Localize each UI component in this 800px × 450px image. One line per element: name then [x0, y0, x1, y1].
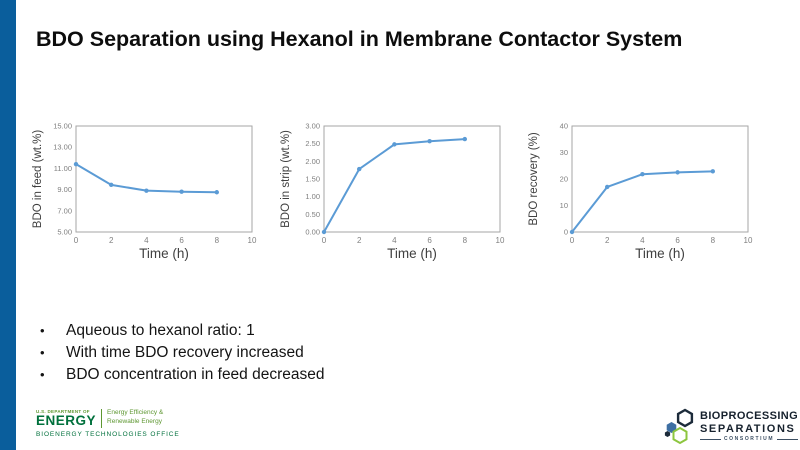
consortium-line1: BIOPROCESSING — [700, 409, 799, 422]
svg-text:15.00: 15.00 — [53, 122, 72, 131]
consortium-line3: CONSORTIUM — [723, 436, 775, 443]
svg-text:Time (h): Time (h) — [387, 246, 437, 261]
hexagons-icon — [664, 408, 694, 445]
consortium-rule-left — [700, 438, 721, 440]
charts-row: 5.00 7.00 9.00 11.00 13.00 15.00 0 2 4 6 8 10 Time (… — [30, 118, 756, 274]
svg-text:2: 2 — [357, 236, 362, 245]
svg-text:1.50: 1.50 — [305, 175, 320, 184]
svg-text:2.50: 2.50 — [305, 139, 320, 148]
svg-text:0: 0 — [564, 228, 568, 237]
svg-text:2: 2 — [109, 236, 114, 245]
svg-text:10: 10 — [560, 201, 568, 210]
svg-text:8: 8 — [463, 236, 468, 245]
svg-text:10: 10 — [496, 236, 505, 245]
bioenergy-office-text: BIOENERGY TECHNOLOGIES OFFICE — [36, 430, 180, 438]
doe-department-text: U.S. DEPARTMENT OF — [36, 409, 90, 414]
bullet-text: BDO concentration in feed decreased — [66, 366, 325, 383]
bdo-in-feed-chart: 5.00 7.00 9.00 11.00 13.00 15.00 0 2 4 6 8 10 Time (… — [32, 122, 257, 262]
consortium-line2: SEPARATIONS — [700, 422, 796, 435]
svg-text:9.00: 9.00 — [57, 185, 72, 194]
svg-text:4: 4 — [392, 236, 397, 245]
svg-text:3.00: 3.00 — [305, 122, 320, 131]
bullet-list: • Aqueous to hexanol ratio: 1 • With tim… — [40, 320, 325, 386]
doe-energy-logo: U.S. DEPARTMENT OF ENERGY Energy Efficie… — [36, 409, 180, 438]
bdo-in-strip-chart: 0.00 0.50 1.00 1.50 2.00 2.50 3.00 0 2 4 6 8 10 Time … — [280, 122, 505, 262]
svg-text:8: 8 — [215, 236, 220, 245]
svg-text:13.00: 13.00 — [53, 143, 72, 152]
bdo-recovery-chart: 0 10 20 30 40 0 2 4 6 8 10 Time (h) BDO recovery (%) — [528, 122, 753, 262]
bullet-item: • Aqueous to hexanol ratio: 1 — [40, 320, 325, 342]
svg-text:0: 0 — [570, 236, 575, 245]
bullet-item: • BDO concentration in feed decreased — [40, 364, 325, 386]
svg-text:Time (h): Time (h) — [635, 246, 685, 261]
svg-text:BDO in feed (wt.%): BDO in feed (wt.%) — [32, 130, 44, 229]
svg-text:0.00: 0.00 — [305, 228, 320, 237]
svg-text:0.50: 0.50 — [305, 210, 320, 219]
doe-eere-line2: Renewable Energy — [107, 418, 162, 426]
doe-eere-line1: Energy Efficiency & — [107, 409, 164, 417]
svg-text:6: 6 — [427, 236, 432, 245]
svg-text:20: 20 — [560, 175, 568, 184]
svg-text:40: 40 — [560, 122, 568, 131]
bioprocessing-consortium-logo: BIOPROCESSING SEPARATIONS CONSORTIUM — [662, 407, 799, 445]
svg-text:10: 10 — [248, 236, 257, 245]
doe-energy-wordmark: ENERGY — [36, 413, 97, 428]
svg-text:6: 6 — [179, 236, 184, 245]
svg-text:0: 0 — [74, 236, 79, 245]
svg-text:BDO in strip (wt.%): BDO in strip (wt.%) — [280, 130, 292, 228]
bullet-marker: • — [40, 345, 45, 360]
bullet-text: With time BDO recovery increased — [66, 344, 304, 361]
svg-text:2.00: 2.00 — [305, 157, 320, 166]
slide-title: BDO Separation using Hexanol in Membrane… — [36, 27, 683, 51]
svg-text:5.00: 5.00 — [57, 228, 72, 237]
svg-text:7.00: 7.00 — [57, 206, 72, 215]
consortium-rule-right — [777, 438, 799, 440]
svg-text:30: 30 — [560, 148, 568, 157]
bullet-item: • With time BDO recovery increased — [40, 342, 325, 364]
svg-text:1.00: 1.00 — [305, 192, 320, 201]
svg-text:Time (h): Time (h) — [139, 246, 189, 261]
bullet-marker: • — [40, 367, 45, 382]
svg-text:0: 0 — [322, 236, 327, 245]
doe-logo-divider — [101, 409, 103, 428]
svg-text:4: 4 — [144, 236, 149, 245]
accent-bar — [0, 0, 16, 450]
svg-text:6: 6 — [675, 236, 680, 245]
svg-text:4: 4 — [640, 236, 645, 245]
bullet-marker: • — [40, 323, 45, 338]
svg-text:BDO recovery (%): BDO recovery (%) — [528, 132, 540, 225]
svg-text:2: 2 — [605, 236, 610, 245]
bullet-text: Aqueous to hexanol ratio: 1 — [66, 322, 255, 339]
svg-text:10: 10 — [744, 236, 753, 245]
svg-text:11.00: 11.00 — [54, 164, 72, 173]
svg-text:8: 8 — [711, 236, 716, 245]
